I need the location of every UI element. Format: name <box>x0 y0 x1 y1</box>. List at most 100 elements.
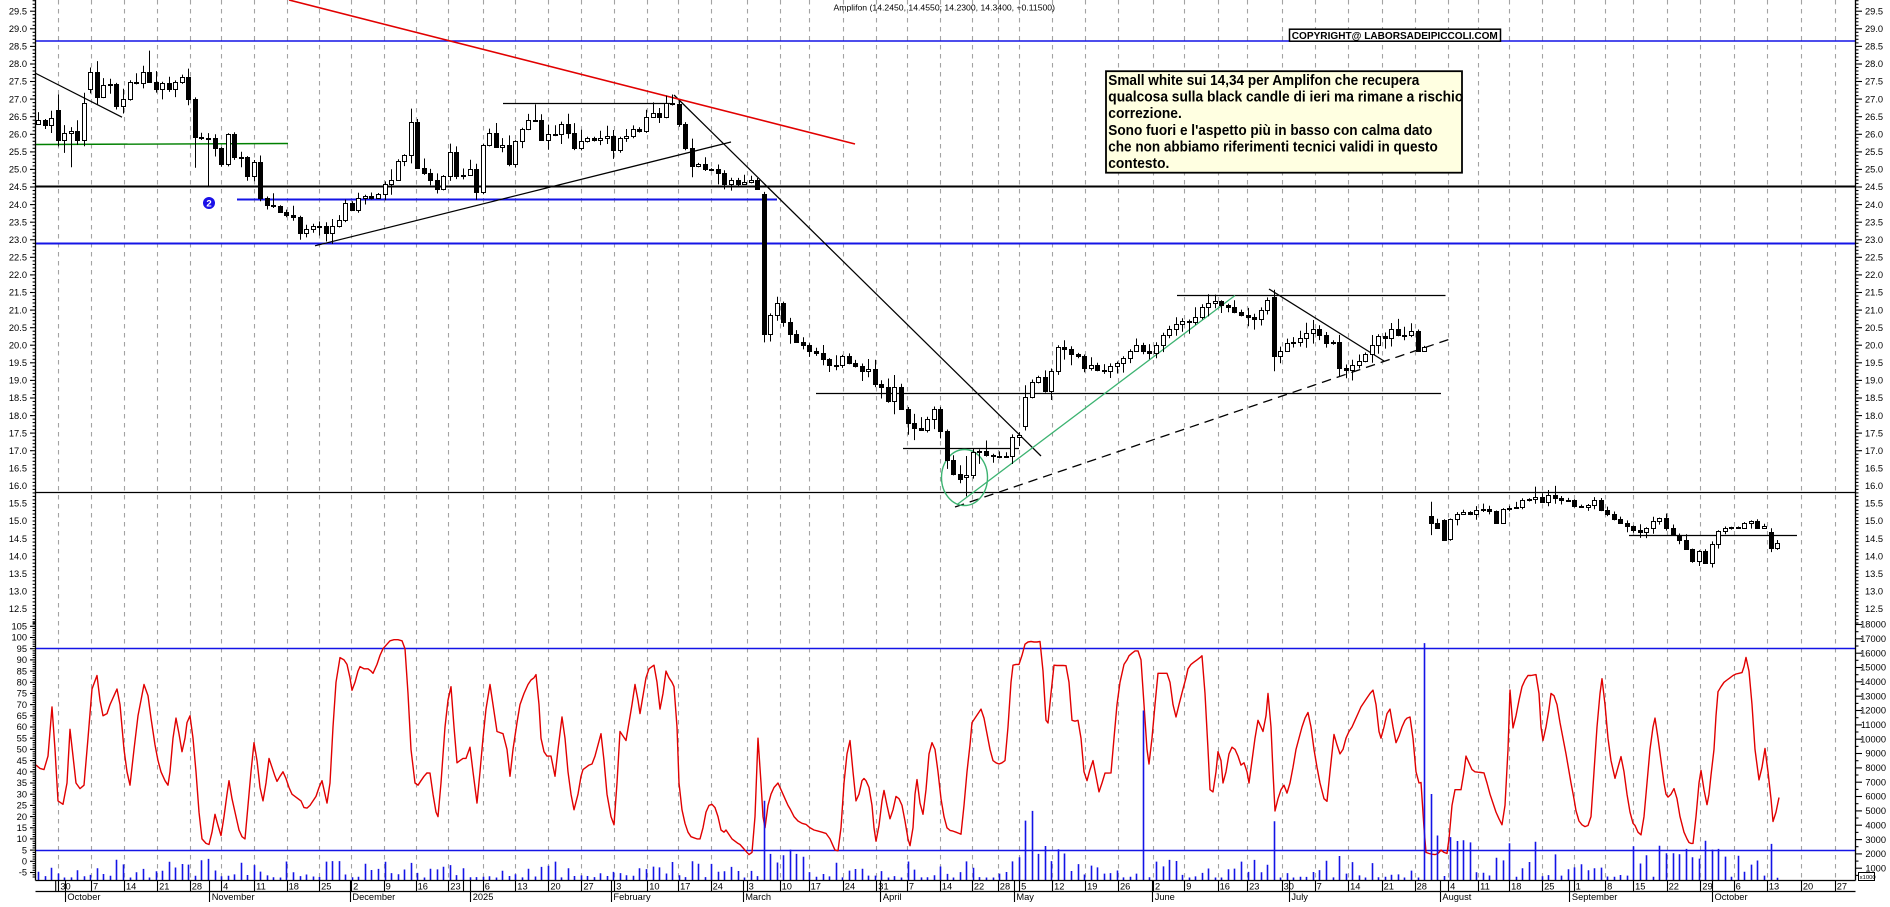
svg-text:November: November <box>212 892 255 902</box>
svg-text:20.5: 20.5 <box>9 323 27 333</box>
svg-text:contesto.: contesto. <box>1108 155 1169 172</box>
svg-text:95: 95 <box>17 644 27 654</box>
svg-text:17.5: 17.5 <box>1865 428 1883 438</box>
svg-text:15.5: 15.5 <box>1865 499 1883 509</box>
svg-text:90: 90 <box>17 655 27 665</box>
svg-text:2: 2 <box>353 881 358 891</box>
svg-text:February: February <box>613 892 651 902</box>
svg-text:14: 14 <box>126 881 136 891</box>
svg-text:65: 65 <box>17 711 27 721</box>
svg-text:21.0: 21.0 <box>9 305 27 315</box>
svg-text:30: 30 <box>60 881 70 891</box>
svg-text:26.5: 26.5 <box>1865 112 1883 122</box>
svg-text:7: 7 <box>93 881 98 891</box>
svg-text:18.0: 18.0 <box>9 411 27 421</box>
svg-text:15: 15 <box>17 823 27 833</box>
svg-text:11: 11 <box>1480 881 1490 891</box>
svg-text:17.0: 17.0 <box>9 446 27 456</box>
svg-text:March: March <box>745 892 771 902</box>
svg-text:29.0: 29.0 <box>1865 24 1883 34</box>
svg-text:October: October <box>1715 892 1748 902</box>
svg-text:25: 25 <box>17 801 27 811</box>
svg-text:16.0: 16.0 <box>9 481 27 491</box>
svg-text:16.5: 16.5 <box>1865 464 1883 474</box>
svg-text:11: 11 <box>256 881 266 891</box>
svg-text:45: 45 <box>17 756 27 766</box>
svg-text:2000: 2000 <box>1865 849 1886 859</box>
svg-text:10: 10 <box>649 881 659 891</box>
svg-text:17000: 17000 <box>1860 634 1886 644</box>
svg-text:7000: 7000 <box>1865 777 1886 787</box>
svg-text:1000: 1000 <box>1865 863 1886 873</box>
svg-text:28.0: 28.0 <box>1865 59 1883 69</box>
svg-text:20: 20 <box>17 812 27 822</box>
svg-text:21: 21 <box>1384 881 1394 891</box>
svg-text:17.0: 17.0 <box>1865 446 1883 456</box>
svg-text:25.0: 25.0 <box>1865 165 1883 175</box>
svg-text:24: 24 <box>713 881 723 891</box>
svg-text:70: 70 <box>17 700 27 710</box>
svg-text:25: 25 <box>1544 881 1554 891</box>
svg-text:15: 15 <box>1635 881 1645 891</box>
svg-text:4: 4 <box>1450 881 1455 891</box>
svg-text:5000: 5000 <box>1865 806 1886 816</box>
svg-text:12.5: 12.5 <box>1865 604 1883 614</box>
svg-text:7: 7 <box>909 881 914 891</box>
svg-text:0: 0 <box>22 857 27 867</box>
svg-text:25.5: 25.5 <box>1865 147 1883 157</box>
svg-text:9: 9 <box>386 881 391 891</box>
svg-text:18000: 18000 <box>1860 620 1886 630</box>
svg-text:29.0: 29.0 <box>9 24 27 34</box>
svg-text:8000: 8000 <box>1865 763 1886 773</box>
svg-text:6: 6 <box>1736 881 1741 891</box>
svg-text:23: 23 <box>1249 881 1259 891</box>
svg-text:31: 31 <box>878 881 888 891</box>
svg-text:September: September <box>1572 892 1617 902</box>
svg-text:x1000: x1000 <box>1860 875 1877 881</box>
svg-text:22: 22 <box>1669 881 1679 891</box>
svg-text:21.5: 21.5 <box>9 288 27 298</box>
svg-text:13.5: 13.5 <box>9 569 27 579</box>
svg-text:80: 80 <box>17 678 27 688</box>
svg-text:qualcosa sulla black candle di: qualcosa sulla black candle di ieri ma r… <box>1108 89 1463 106</box>
svg-text:19.5: 19.5 <box>9 358 27 368</box>
svg-text:20.0: 20.0 <box>9 340 27 350</box>
svg-text:22.0: 22.0 <box>1865 270 1883 280</box>
svg-text:7: 7 <box>1317 881 1322 891</box>
svg-text:21.5: 21.5 <box>1865 288 1883 298</box>
svg-text:Sono fuori e l'aspetto più in: Sono fuori e l'aspetto più in basso con … <box>1108 122 1432 139</box>
svg-text:13: 13 <box>1769 881 1779 891</box>
svg-text:12: 12 <box>1054 881 1064 891</box>
svg-text:14.5: 14.5 <box>1865 534 1883 544</box>
svg-text:26.5: 26.5 <box>9 112 27 122</box>
svg-text:22.5: 22.5 <box>1865 253 1883 263</box>
svg-text:21: 21 <box>159 881 169 891</box>
svg-text:75: 75 <box>17 689 27 699</box>
svg-text:25: 25 <box>321 881 331 891</box>
svg-text:28: 28 <box>192 881 202 891</box>
svg-text:Amplifon (14.2450, 14.4550; 14: Amplifon (14.2450, 14.4550; 14.2300, 14.… <box>834 3 1056 13</box>
svg-text:10: 10 <box>17 834 27 844</box>
svg-text:11000: 11000 <box>1861 720 1886 730</box>
svg-text:35: 35 <box>17 778 27 788</box>
svg-text:23.5: 23.5 <box>9 217 27 227</box>
svg-text:22: 22 <box>974 881 984 891</box>
svg-text:13.0: 13.0 <box>1865 587 1883 597</box>
svg-text:5: 5 <box>1021 881 1026 891</box>
svg-text:16000: 16000 <box>1860 648 1886 658</box>
svg-text:25.5: 25.5 <box>9 147 27 157</box>
svg-text:6000: 6000 <box>1865 792 1886 802</box>
svg-text:14: 14 <box>942 881 952 891</box>
svg-text:19.0: 19.0 <box>1865 376 1883 386</box>
svg-text:9: 9 <box>1186 881 1191 891</box>
svg-text:December: December <box>352 892 395 902</box>
svg-text:June: June <box>1155 892 1175 902</box>
svg-text:15.5: 15.5 <box>9 499 27 509</box>
svg-text:4: 4 <box>223 881 228 891</box>
svg-text:27: 27 <box>583 881 593 891</box>
svg-text:24: 24 <box>845 881 855 891</box>
svg-text:27.0: 27.0 <box>9 94 27 104</box>
svg-text:May: May <box>1016 892 1034 902</box>
svg-text:13.5: 13.5 <box>1865 569 1883 579</box>
svg-text:23.5: 23.5 <box>1865 217 1883 227</box>
